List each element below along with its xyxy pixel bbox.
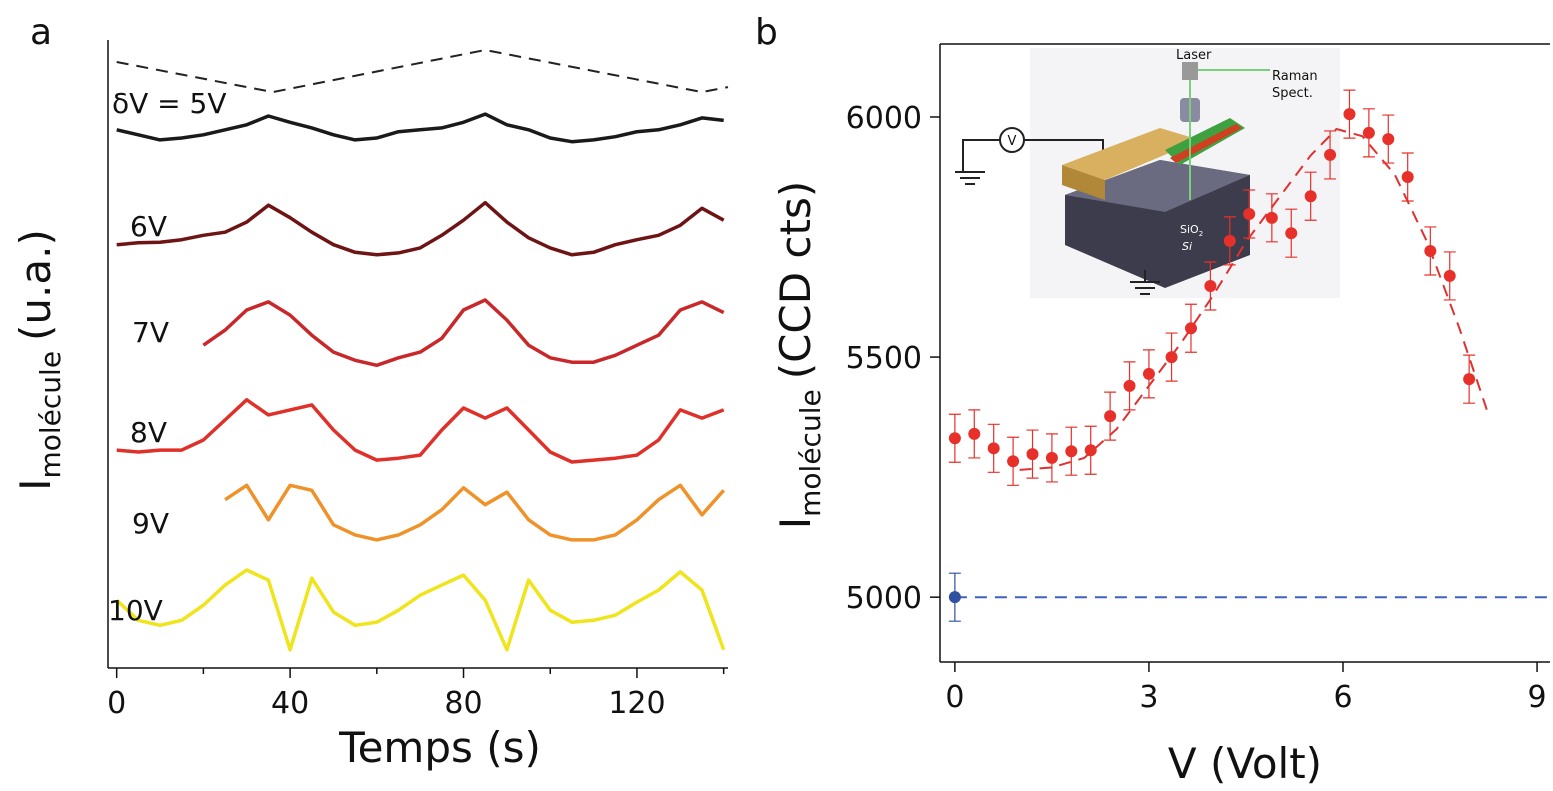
data-line <box>116 49 729 94</box>
data-point <box>1045 451 1058 464</box>
ground <box>1130 270 1160 295</box>
data-point <box>948 432 961 445</box>
nanotube-stripe <box>1170 124 1242 163</box>
x-axis-label: Temps (s) <box>338 723 541 772</box>
data-point <box>1343 108 1356 121</box>
data-point <box>968 427 981 440</box>
series-label: δV = 5V <box>112 87 227 120</box>
data-line <box>116 398 725 464</box>
substrate-top <box>1065 160 1250 212</box>
y-label-unit: (u.a.) <box>11 229 60 341</box>
sio2-main: SiO <box>1180 223 1199 236</box>
data-line <box>116 112 724 144</box>
electrode <box>1062 128 1200 180</box>
panel-label: a <box>30 12 52 53</box>
x-tick-label: 6 <box>1333 680 1352 715</box>
data-point <box>1065 445 1078 458</box>
raman-label: Spect. <box>1272 86 1313 101</box>
series-label: 8V <box>130 416 167 449</box>
data-point <box>1382 133 1395 146</box>
data-point <box>1223 234 1236 247</box>
data-point <box>1304 190 1317 203</box>
data-point <box>1243 207 1256 220</box>
x-tick-label: 80 <box>444 686 482 721</box>
x-tick-label: 120 <box>608 686 665 721</box>
series-label: 6V <box>130 210 167 243</box>
series-label: 10V <box>108 594 163 627</box>
panel-label: b <box>755 12 778 53</box>
voltmeter-label: V <box>1008 134 1017 149</box>
sio2-label: SiO2 <box>1180 223 1203 238</box>
y-label-sub: molécule <box>34 351 67 479</box>
series-label: 9V <box>132 507 169 540</box>
x-axis-label: V (Volt) <box>1168 739 1322 787</box>
y-axis-label: Imolécule (u.a.) <box>11 229 67 491</box>
data-point <box>1026 448 1039 461</box>
data-point <box>948 591 961 604</box>
data-point <box>1424 244 1437 257</box>
data-point <box>1184 322 1197 335</box>
data-point <box>1265 211 1278 224</box>
y-tick-label: 6000 <box>846 101 922 136</box>
data-point <box>1165 351 1178 364</box>
data-point <box>1084 444 1097 457</box>
electrode-side <box>1062 165 1105 200</box>
data-point <box>1204 280 1217 293</box>
si-label: Si <box>1182 240 1192 253</box>
data-line <box>115 568 726 652</box>
data-point <box>1463 373 1476 386</box>
data-point <box>987 442 1000 455</box>
sio2-sub: 2 <box>1199 230 1203 238</box>
laser <box>1182 62 1198 80</box>
inset-illustration: V Laser Raman Spect. SiO2 Si <box>955 48 1340 298</box>
y-tick-label: 5000 <box>846 581 922 616</box>
y-label-main: I <box>11 479 60 491</box>
data-point <box>1104 410 1117 423</box>
x-tick-label: 0 <box>107 686 126 721</box>
data-point <box>1007 455 1020 468</box>
data-point <box>1285 227 1298 240</box>
raman-label: Raman <box>1272 69 1318 84</box>
data-point <box>1324 148 1337 161</box>
y-tick-label: 5500 <box>846 341 922 376</box>
x-tick-label: 9 <box>1528 680 1547 715</box>
wire <box>955 139 1000 185</box>
data-point <box>1362 126 1375 139</box>
data-point <box>1123 379 1136 392</box>
laser-label: Laser <box>1176 48 1212 63</box>
data-line <box>116 200 725 257</box>
beam <box>1189 69 1270 200</box>
y-label-main: I <box>771 517 820 529</box>
data-line <box>224 483 726 542</box>
data-point <box>1401 171 1414 184</box>
x-tick-label: 0 <box>945 680 964 715</box>
data-line <box>1019 128 1490 471</box>
y-axis-label: Imolécule (CCD cts) <box>771 181 827 530</box>
x-tick-label: 40 <box>271 686 309 721</box>
y-label-unit: (CCD cts) <box>771 181 820 380</box>
data-line <box>202 298 725 368</box>
data-point <box>1443 269 1456 282</box>
y-label-sub: molécule <box>794 389 827 517</box>
x-tick-label: 3 <box>1139 680 1158 715</box>
series-label: 7V <box>132 316 169 349</box>
data-point <box>1142 367 1155 380</box>
